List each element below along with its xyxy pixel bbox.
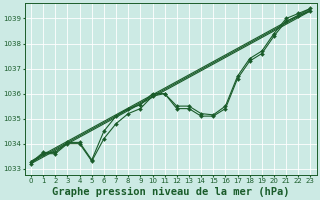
X-axis label: Graphe pression niveau de la mer (hPa): Graphe pression niveau de la mer (hPa) xyxy=(52,186,290,197)
